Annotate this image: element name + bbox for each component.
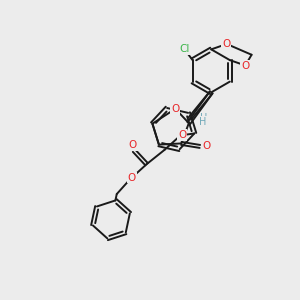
Text: O: O bbox=[128, 172, 136, 183]
Text: O: O bbox=[202, 141, 211, 152]
Text: O: O bbox=[241, 61, 249, 71]
Text: O: O bbox=[222, 39, 231, 49]
Text: H: H bbox=[200, 113, 208, 123]
Text: O: O bbox=[178, 130, 187, 140]
Text: H: H bbox=[200, 117, 207, 127]
Text: Cl: Cl bbox=[179, 44, 189, 54]
Text: O: O bbox=[171, 104, 179, 114]
Text: O: O bbox=[128, 140, 137, 150]
